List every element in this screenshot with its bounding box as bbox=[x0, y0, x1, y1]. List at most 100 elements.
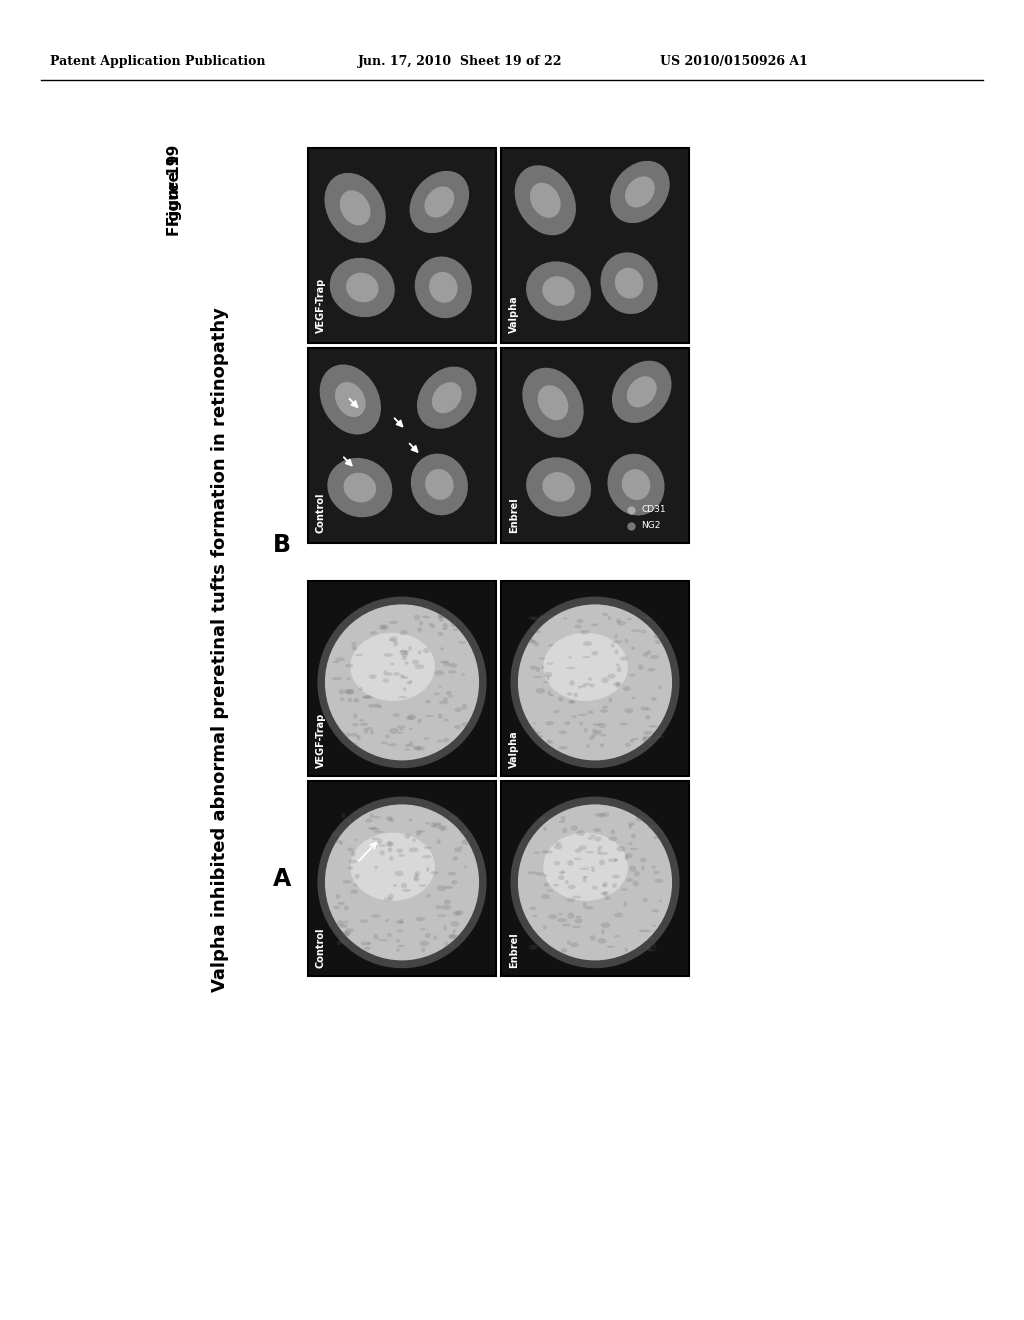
Ellipse shape bbox=[319, 364, 381, 434]
Ellipse shape bbox=[586, 744, 591, 748]
Ellipse shape bbox=[612, 883, 616, 888]
Ellipse shape bbox=[401, 676, 409, 680]
Ellipse shape bbox=[437, 915, 446, 917]
Ellipse shape bbox=[624, 902, 627, 907]
Ellipse shape bbox=[542, 665, 545, 669]
Ellipse shape bbox=[446, 690, 452, 694]
Ellipse shape bbox=[583, 682, 591, 685]
Text: CD31: CD31 bbox=[641, 506, 666, 515]
Ellipse shape bbox=[330, 257, 395, 317]
Ellipse shape bbox=[402, 688, 407, 690]
Ellipse shape bbox=[414, 878, 420, 882]
Ellipse shape bbox=[561, 870, 565, 874]
Ellipse shape bbox=[434, 671, 444, 676]
Ellipse shape bbox=[536, 667, 541, 672]
Ellipse shape bbox=[333, 661, 340, 663]
Ellipse shape bbox=[510, 796, 680, 968]
Ellipse shape bbox=[559, 821, 565, 822]
Ellipse shape bbox=[572, 895, 582, 899]
Ellipse shape bbox=[629, 675, 636, 676]
Ellipse shape bbox=[340, 190, 371, 226]
Ellipse shape bbox=[593, 828, 602, 832]
Ellipse shape bbox=[621, 656, 628, 660]
Ellipse shape bbox=[386, 842, 394, 846]
Ellipse shape bbox=[384, 653, 393, 656]
Ellipse shape bbox=[621, 888, 628, 891]
Ellipse shape bbox=[528, 871, 538, 874]
Text: VEGF-Trap: VEGF-Trap bbox=[316, 713, 326, 768]
Ellipse shape bbox=[578, 685, 582, 689]
Ellipse shape bbox=[438, 714, 442, 719]
Ellipse shape bbox=[658, 632, 663, 635]
Ellipse shape bbox=[554, 845, 562, 850]
Ellipse shape bbox=[360, 723, 368, 726]
Ellipse shape bbox=[561, 948, 567, 953]
Ellipse shape bbox=[534, 731, 541, 734]
Ellipse shape bbox=[589, 684, 595, 688]
Ellipse shape bbox=[455, 708, 462, 711]
Ellipse shape bbox=[558, 746, 568, 750]
Ellipse shape bbox=[638, 664, 643, 669]
Ellipse shape bbox=[351, 645, 357, 651]
Ellipse shape bbox=[600, 252, 657, 314]
Ellipse shape bbox=[419, 884, 426, 887]
Ellipse shape bbox=[394, 871, 403, 876]
Ellipse shape bbox=[375, 866, 378, 869]
Bar bbox=[308, 348, 496, 543]
Ellipse shape bbox=[396, 726, 406, 729]
Ellipse shape bbox=[425, 700, 430, 704]
Ellipse shape bbox=[544, 874, 547, 878]
Ellipse shape bbox=[598, 853, 608, 855]
Ellipse shape bbox=[341, 940, 348, 945]
Ellipse shape bbox=[536, 873, 545, 875]
Ellipse shape bbox=[530, 640, 537, 643]
Ellipse shape bbox=[356, 735, 360, 741]
Ellipse shape bbox=[409, 818, 413, 821]
Ellipse shape bbox=[612, 874, 621, 878]
Ellipse shape bbox=[442, 697, 449, 701]
Ellipse shape bbox=[317, 796, 486, 968]
Ellipse shape bbox=[338, 689, 344, 694]
Text: Control: Control bbox=[316, 928, 326, 968]
Ellipse shape bbox=[569, 680, 574, 685]
Bar bbox=[308, 581, 496, 776]
Ellipse shape bbox=[591, 651, 598, 655]
Ellipse shape bbox=[636, 817, 645, 821]
Ellipse shape bbox=[646, 651, 651, 655]
Ellipse shape bbox=[410, 170, 469, 234]
Ellipse shape bbox=[657, 685, 662, 689]
Ellipse shape bbox=[453, 911, 460, 916]
Ellipse shape bbox=[366, 818, 373, 822]
Ellipse shape bbox=[634, 871, 640, 876]
Ellipse shape bbox=[361, 696, 372, 698]
Ellipse shape bbox=[655, 640, 662, 644]
Ellipse shape bbox=[567, 940, 570, 945]
Ellipse shape bbox=[616, 618, 621, 623]
Ellipse shape bbox=[460, 830, 467, 836]
Ellipse shape bbox=[440, 647, 444, 651]
Ellipse shape bbox=[518, 605, 672, 760]
Ellipse shape bbox=[438, 614, 442, 619]
Ellipse shape bbox=[645, 931, 651, 932]
Ellipse shape bbox=[583, 642, 592, 645]
Ellipse shape bbox=[628, 821, 635, 826]
Ellipse shape bbox=[388, 894, 394, 899]
Ellipse shape bbox=[581, 685, 587, 688]
Ellipse shape bbox=[547, 890, 553, 891]
Ellipse shape bbox=[462, 840, 470, 845]
Ellipse shape bbox=[549, 694, 554, 697]
Ellipse shape bbox=[358, 686, 362, 692]
Ellipse shape bbox=[631, 834, 636, 838]
Ellipse shape bbox=[614, 649, 618, 655]
Ellipse shape bbox=[547, 663, 553, 665]
Ellipse shape bbox=[442, 623, 447, 628]
Ellipse shape bbox=[593, 723, 602, 726]
Ellipse shape bbox=[543, 473, 574, 502]
Ellipse shape bbox=[337, 941, 341, 945]
Ellipse shape bbox=[625, 948, 628, 952]
Text: Valpha: Valpha bbox=[509, 296, 519, 333]
Ellipse shape bbox=[608, 858, 617, 862]
Ellipse shape bbox=[575, 916, 582, 919]
Ellipse shape bbox=[409, 741, 414, 747]
Ellipse shape bbox=[641, 866, 645, 870]
